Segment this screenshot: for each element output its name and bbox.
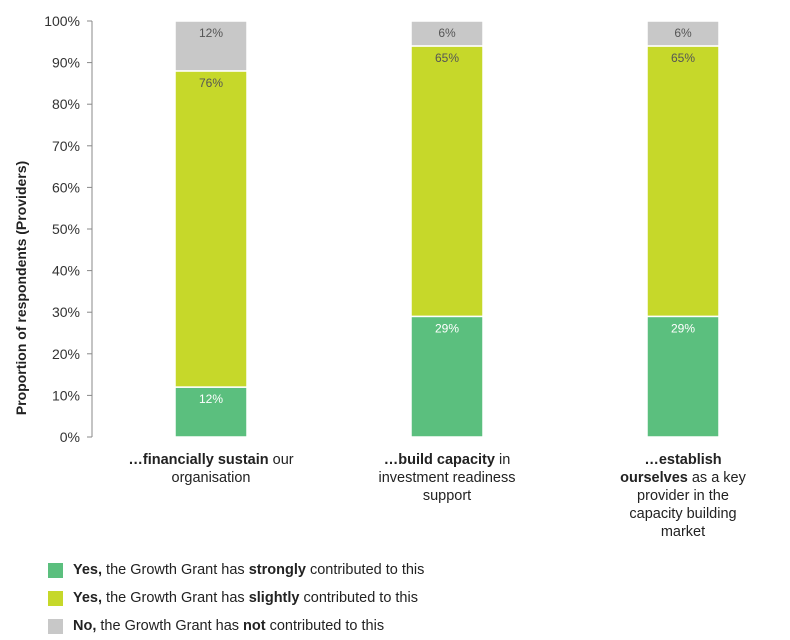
data-label: 76% bbox=[199, 76, 223, 90]
y-tick-label: 70% bbox=[52, 138, 80, 154]
category-label: …financially sustain our organisation bbox=[126, 451, 296, 487]
y-axis-label: Proportion of respondents (Providers) bbox=[13, 161, 29, 415]
legend-swatch bbox=[48, 618, 63, 634]
category-label-text: our organisation bbox=[171, 452, 294, 486]
y-tick-label: 0% bbox=[60, 429, 80, 445]
y-tick-label: 90% bbox=[52, 55, 80, 71]
data-label: 12% bbox=[199, 26, 223, 40]
y-tick-label: 10% bbox=[52, 387, 80, 403]
legend-label: Yes, the Growth Grant has slightly contr… bbox=[73, 590, 418, 606]
bar-segment-strongly bbox=[410, 315, 484, 438]
y-tick-label: 30% bbox=[52, 304, 80, 320]
y-tick-label: 80% bbox=[52, 96, 80, 112]
bar-stacks: 12% 76% 12% 29% 65% 6% 29% 65% 6% bbox=[174, 20, 720, 438]
bar-segment-not bbox=[410, 20, 484, 47]
data-label: 12% bbox=[199, 392, 223, 406]
y-tick-label: 50% bbox=[52, 221, 80, 237]
legend-swatch bbox=[48, 590, 63, 606]
y-tick-label: 20% bbox=[52, 346, 80, 362]
bar-segment-not bbox=[174, 20, 248, 72]
bar-segment-not bbox=[646, 20, 720, 47]
data-label: 29% bbox=[435, 321, 459, 335]
category-label: …establish ourselves as a key provider i… bbox=[611, 451, 756, 541]
legend-label: Yes, the Growth Grant has strongly contr… bbox=[73, 562, 425, 578]
y-axis: 0% 10% 20% 30% 40% 50% 60% 70% 80% 90% 100% bbox=[44, 13, 93, 445]
data-label: 6% bbox=[438, 26, 456, 40]
bar-segment-slightly bbox=[410, 45, 484, 318]
legend-swatch bbox=[48, 562, 63, 578]
stacked-bar-chart: 0% 10% 20% 30% 40% 50% 60% 70% 80% 90% 100% 12% 76%… bbox=[13, 13, 720, 445]
category-label-text: as a key provider in the capacity buildi… bbox=[629, 470, 746, 540]
y-tick-label: 40% bbox=[52, 263, 80, 279]
data-label: 29% bbox=[671, 321, 695, 335]
y-tick-label: 100% bbox=[44, 13, 80, 29]
legend-label: No, the Growth Grant has not contributed… bbox=[73, 618, 385, 634]
bar-segment-strongly bbox=[174, 386, 248, 438]
category-label-bold: …establish ourselves bbox=[620, 452, 722, 486]
y-tick-label: 60% bbox=[52, 179, 80, 195]
legend-item: Yes, the Growth Grant has strongly contr… bbox=[48, 556, 424, 584]
legend-item: Yes, the Growth Grant has slightly contr… bbox=[48, 584, 424, 612]
data-label: 65% bbox=[435, 51, 459, 65]
bar-segment-slightly bbox=[646, 45, 720, 318]
category-label-bold: …build capacity bbox=[383, 452, 495, 468]
category-label-text: in investment readiness support bbox=[378, 452, 516, 504]
category-label-bold: …financially sustain bbox=[128, 452, 269, 468]
data-label: 6% bbox=[674, 26, 692, 40]
bar-segment-slightly bbox=[174, 70, 248, 388]
data-label: 65% bbox=[671, 51, 695, 65]
legend-item: No, the Growth Grant has not contributed… bbox=[48, 612, 424, 640]
category-label: …build capacity in investment readiness … bbox=[365, 451, 530, 505]
legend: Yes, the Growth Grant has strongly contr… bbox=[48, 556, 424, 640]
